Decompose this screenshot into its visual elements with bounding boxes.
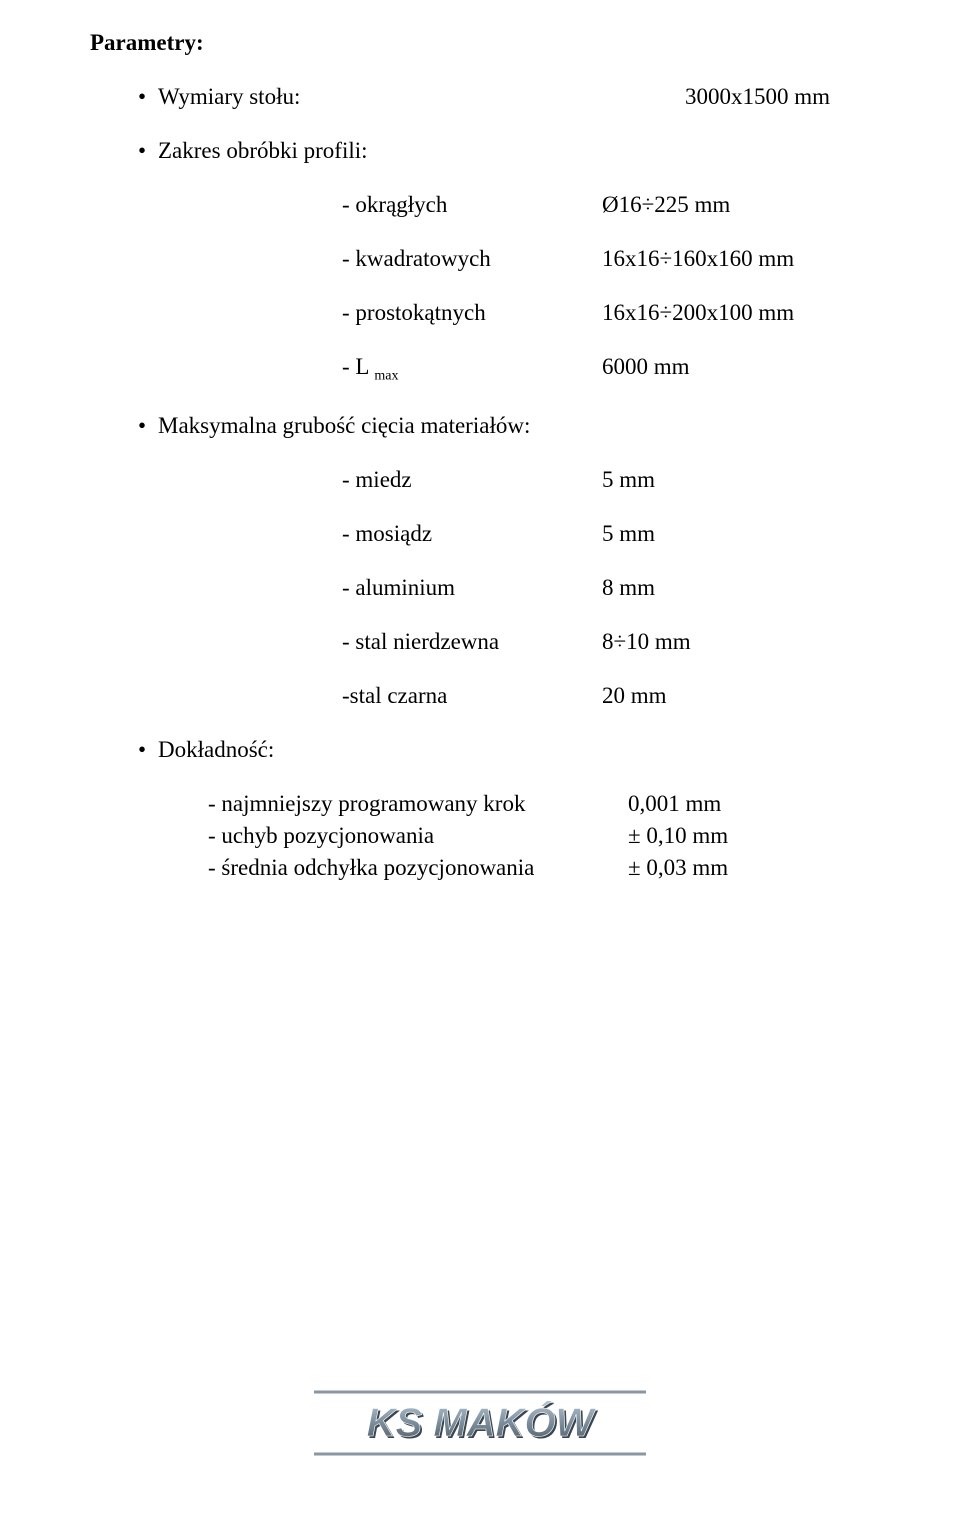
label-miedz: - miedz [342, 467, 602, 493]
page: Parametry: •Wymiary stołu: 3000x1500 mm … [0, 0, 960, 1524]
row-krok: - najmniejszy programowany krok 0,001 mm [90, 791, 870, 817]
row-wymiary: •Wymiary stołu: 3000x1500 mm [138, 84, 870, 110]
label-srednia: - średnia odchyłka pozycjonowania [208, 855, 628, 881]
label-grubosc-heading: Maksymalna grubość cięcia materiałów: [158, 413, 530, 438]
row-zakres: •Zakres obróbki profili: [138, 138, 870, 164]
row-lmax: - L max 6000 mm [90, 354, 870, 385]
label-lmax: - L max [342, 354, 602, 385]
bullet-icon: • [138, 737, 158, 763]
row-mosiadz: - mosiądz 5 mm [90, 521, 870, 547]
value-nierdzewna: 8÷10 mm [602, 629, 691, 655]
brand-logo: KS MAKÓW KS MAKÓW [310, 1384, 650, 1462]
value-srednia: ± 0,03 mm [628, 855, 728, 881]
row-aluminium: - aluminium 8 mm [90, 575, 870, 601]
row-miedz: - miedz 5 mm [90, 467, 870, 493]
label-lmax-sub: max [374, 369, 398, 384]
bullet-icon: • [138, 413, 158, 439]
label-kwadratowych: - kwadratowych [342, 246, 602, 272]
grubosc-sub-block: - miedz 5 mm - mosiądz 5 mm - aluminium … [90, 467, 870, 709]
label-zakres-text: Zakres obróbki profili: [158, 138, 368, 163]
bullet-icon: • [138, 84, 158, 110]
section-heading-parametry: Parametry: [90, 30, 870, 56]
row-grubosc-heading: •Maksymalna grubość cięcia materiałów: [138, 413, 870, 439]
label-nierdzewna: - stal nierdzewna [342, 629, 602, 655]
label-prostokatnych: - prostokątnych [342, 300, 602, 326]
label-dokladnosc-heading: Dokładność: [158, 737, 274, 762]
value-prostokatnych: 16x16÷200x100 mm [602, 300, 794, 326]
logo-text: KS MAKÓW [367, 1399, 597, 1445]
label-okraglych: - okrągłych [342, 192, 602, 218]
row-nierdzewna: - stal nierdzewna 8÷10 mm [90, 629, 870, 655]
label-aluminium: - aluminium [342, 575, 602, 601]
value-czarna: 20 mm [602, 683, 667, 709]
label-lmax-prefix: - L [342, 354, 374, 379]
row-prostokatnych: - prostokątnych 16x16÷200x100 mm [90, 300, 870, 326]
value-uchyb: ± 0,10 mm [628, 823, 728, 849]
value-kwadratowych: 16x16÷160x160 mm [602, 246, 794, 272]
value-okraglych: Ø16÷225 mm [602, 192, 730, 218]
row-dokladnosc-heading: •Dokładność: [138, 737, 870, 763]
value-miedz: 5 mm [602, 467, 655, 493]
label-wymiary: •Wymiary stołu: [138, 84, 300, 110]
dokladnosc-block: - najmniejszy programowany krok 0,001 mm… [90, 791, 870, 881]
value-krok: 0,001 mm [628, 791, 721, 817]
row-kwadratowych: - kwadratowych 16x16÷160x160 mm [90, 246, 870, 272]
bullet-list-top: •Wymiary stołu: 3000x1500 mm •Zakres obr… [138, 84, 870, 164]
value-wymiary: 3000x1500 mm [685, 84, 870, 110]
label-mosiadz: - mosiądz [342, 521, 602, 547]
profile-sub-block: - okrągłych Ø16÷225 mm - kwadratowych 16… [90, 192, 870, 385]
row-srednia: - średnia odchyłka pozycjonowania ± 0,03… [90, 855, 870, 881]
value-mosiadz: 5 mm [602, 521, 655, 547]
label-czarna: -stal czarna [342, 683, 602, 709]
bullet-icon: • [138, 138, 158, 164]
label-uchyb: - uchyb pozycjonowania [208, 823, 628, 849]
label-zakres: •Zakres obróbki profili: [138, 138, 368, 164]
value-aluminium: 8 mm [602, 575, 655, 601]
row-okraglych: - okrągłych Ø16÷225 mm [90, 192, 870, 218]
value-lmax: 6000 mm [602, 354, 690, 380]
label-wymiary-text: Wymiary stołu: [158, 84, 300, 109]
row-czarna: -stal czarna 20 mm [90, 683, 870, 709]
row-uchyb: - uchyb pozycjonowania ± 0,10 mm [90, 823, 870, 849]
label-krok: - najmniejszy programowany krok [208, 791, 628, 817]
